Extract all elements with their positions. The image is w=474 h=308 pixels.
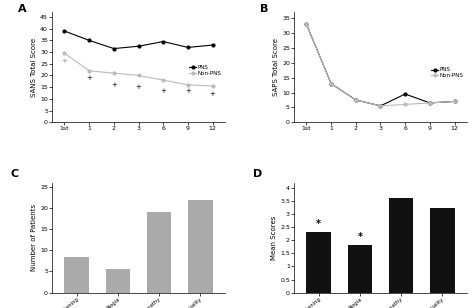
Line: PNS: PNS bbox=[305, 23, 456, 107]
PNS bbox=[303, 22, 309, 26]
Legend: PNS, Non-PNS: PNS, Non-PNS bbox=[189, 65, 222, 76]
Non-PNS bbox=[402, 103, 408, 106]
Line: PNS: PNS bbox=[63, 30, 214, 50]
Non-PNS bbox=[210, 84, 216, 88]
Text: +: + bbox=[160, 88, 166, 94]
Bar bbox=[106, 270, 130, 293]
Text: *: * bbox=[316, 219, 321, 229]
Text: +: + bbox=[86, 75, 92, 81]
Line: Non-PNS: Non-PNS bbox=[305, 23, 456, 107]
Y-axis label: SAPS Total Score: SAPS Total Score bbox=[273, 38, 279, 96]
Text: *: * bbox=[357, 232, 363, 242]
Text: B: B bbox=[260, 3, 268, 14]
Non-PNS bbox=[185, 83, 191, 87]
PNS bbox=[210, 43, 216, 47]
Text: +: + bbox=[210, 91, 216, 97]
Text: +: + bbox=[111, 82, 117, 88]
PNS bbox=[402, 92, 408, 96]
Text: +: + bbox=[185, 88, 191, 94]
PNS bbox=[111, 47, 117, 51]
Bar bbox=[306, 233, 331, 293]
Text: A: A bbox=[18, 3, 26, 14]
Non-PNS bbox=[452, 99, 457, 103]
PNS bbox=[136, 44, 141, 48]
Non-PNS bbox=[136, 74, 141, 77]
PNS bbox=[378, 104, 383, 108]
Y-axis label: Mean Scores: Mean Scores bbox=[271, 216, 277, 260]
Non-PNS bbox=[427, 101, 433, 105]
Text: D: D bbox=[253, 169, 262, 180]
Text: +: + bbox=[136, 84, 141, 90]
Bar bbox=[430, 208, 455, 293]
Bar bbox=[347, 245, 372, 293]
PNS bbox=[427, 101, 433, 105]
Y-axis label: Number of Patients: Number of Patients bbox=[31, 204, 37, 271]
Non-PNS bbox=[160, 78, 166, 82]
Bar bbox=[147, 212, 172, 293]
Non-PNS bbox=[303, 22, 309, 26]
Non-PNS bbox=[62, 51, 67, 55]
Bar bbox=[188, 200, 213, 293]
Y-axis label: SANS Total Score: SANS Total Score bbox=[31, 38, 37, 97]
PNS bbox=[160, 40, 166, 43]
Line: Non-PNS: Non-PNS bbox=[63, 52, 214, 87]
PNS bbox=[452, 99, 457, 103]
Bar bbox=[389, 198, 413, 293]
PNS bbox=[328, 82, 334, 85]
Bar bbox=[64, 257, 89, 293]
Legend: PNS, Non-PNS: PNS, Non-PNS bbox=[431, 67, 464, 79]
Text: +: + bbox=[62, 59, 67, 64]
Text: C: C bbox=[10, 169, 19, 180]
Non-PNS bbox=[353, 98, 359, 102]
Non-PNS bbox=[111, 71, 117, 75]
PNS bbox=[353, 98, 359, 102]
Non-PNS bbox=[86, 69, 92, 73]
Non-PNS bbox=[328, 82, 334, 85]
Non-PNS bbox=[378, 104, 383, 108]
PNS bbox=[86, 38, 92, 42]
PNS bbox=[62, 29, 67, 33]
PNS bbox=[185, 46, 191, 49]
